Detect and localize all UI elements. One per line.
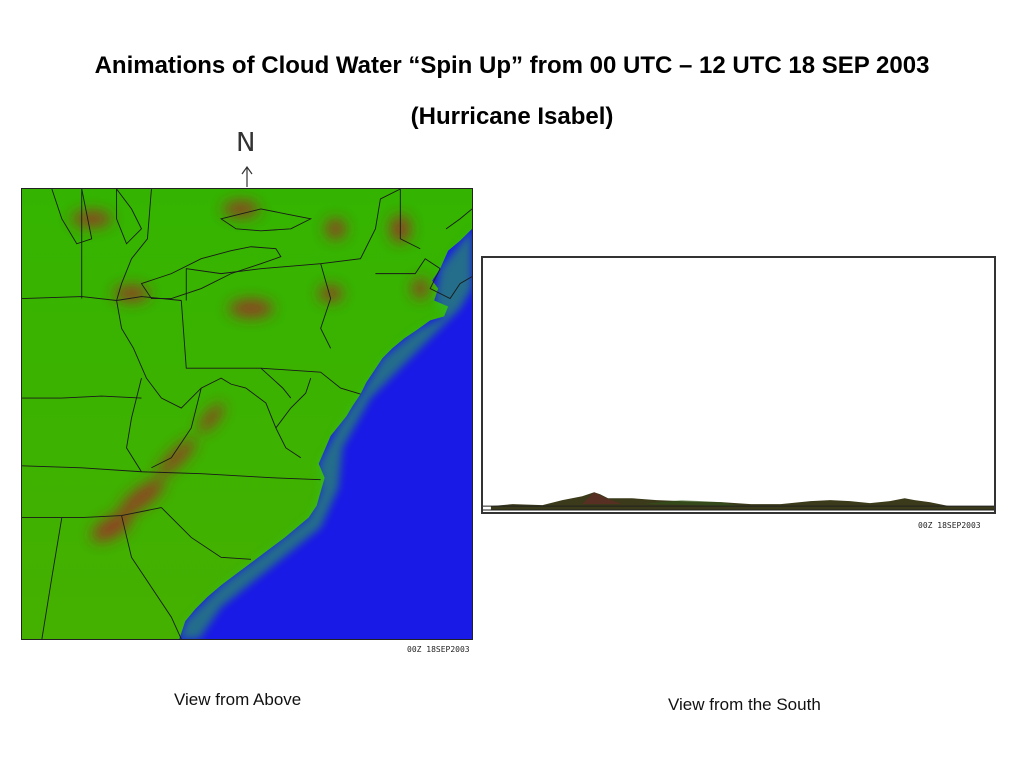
south-view-panel	[481, 256, 996, 514]
north-label: N	[236, 128, 256, 158]
page-title: Animations of Cloud Water “Spin Up” from…	[94, 52, 930, 79]
caption-view-above: View from Above	[174, 690, 302, 709]
map-view-above	[21, 188, 473, 640]
state-borders	[22, 189, 472, 639]
caption-view-south: View from the South	[668, 695, 821, 714]
timestamp-south: 00Z 18SEP2003	[918, 521, 981, 530]
page-subtitle: (Hurricane Isabel)	[410, 103, 614, 130]
land-area	[22, 189, 472, 639]
north-arrow-icon	[241, 166, 253, 187]
timestamp-above: 00Z 18SEP2003	[407, 645, 470, 654]
great-lakes	[51, 189, 313, 299]
